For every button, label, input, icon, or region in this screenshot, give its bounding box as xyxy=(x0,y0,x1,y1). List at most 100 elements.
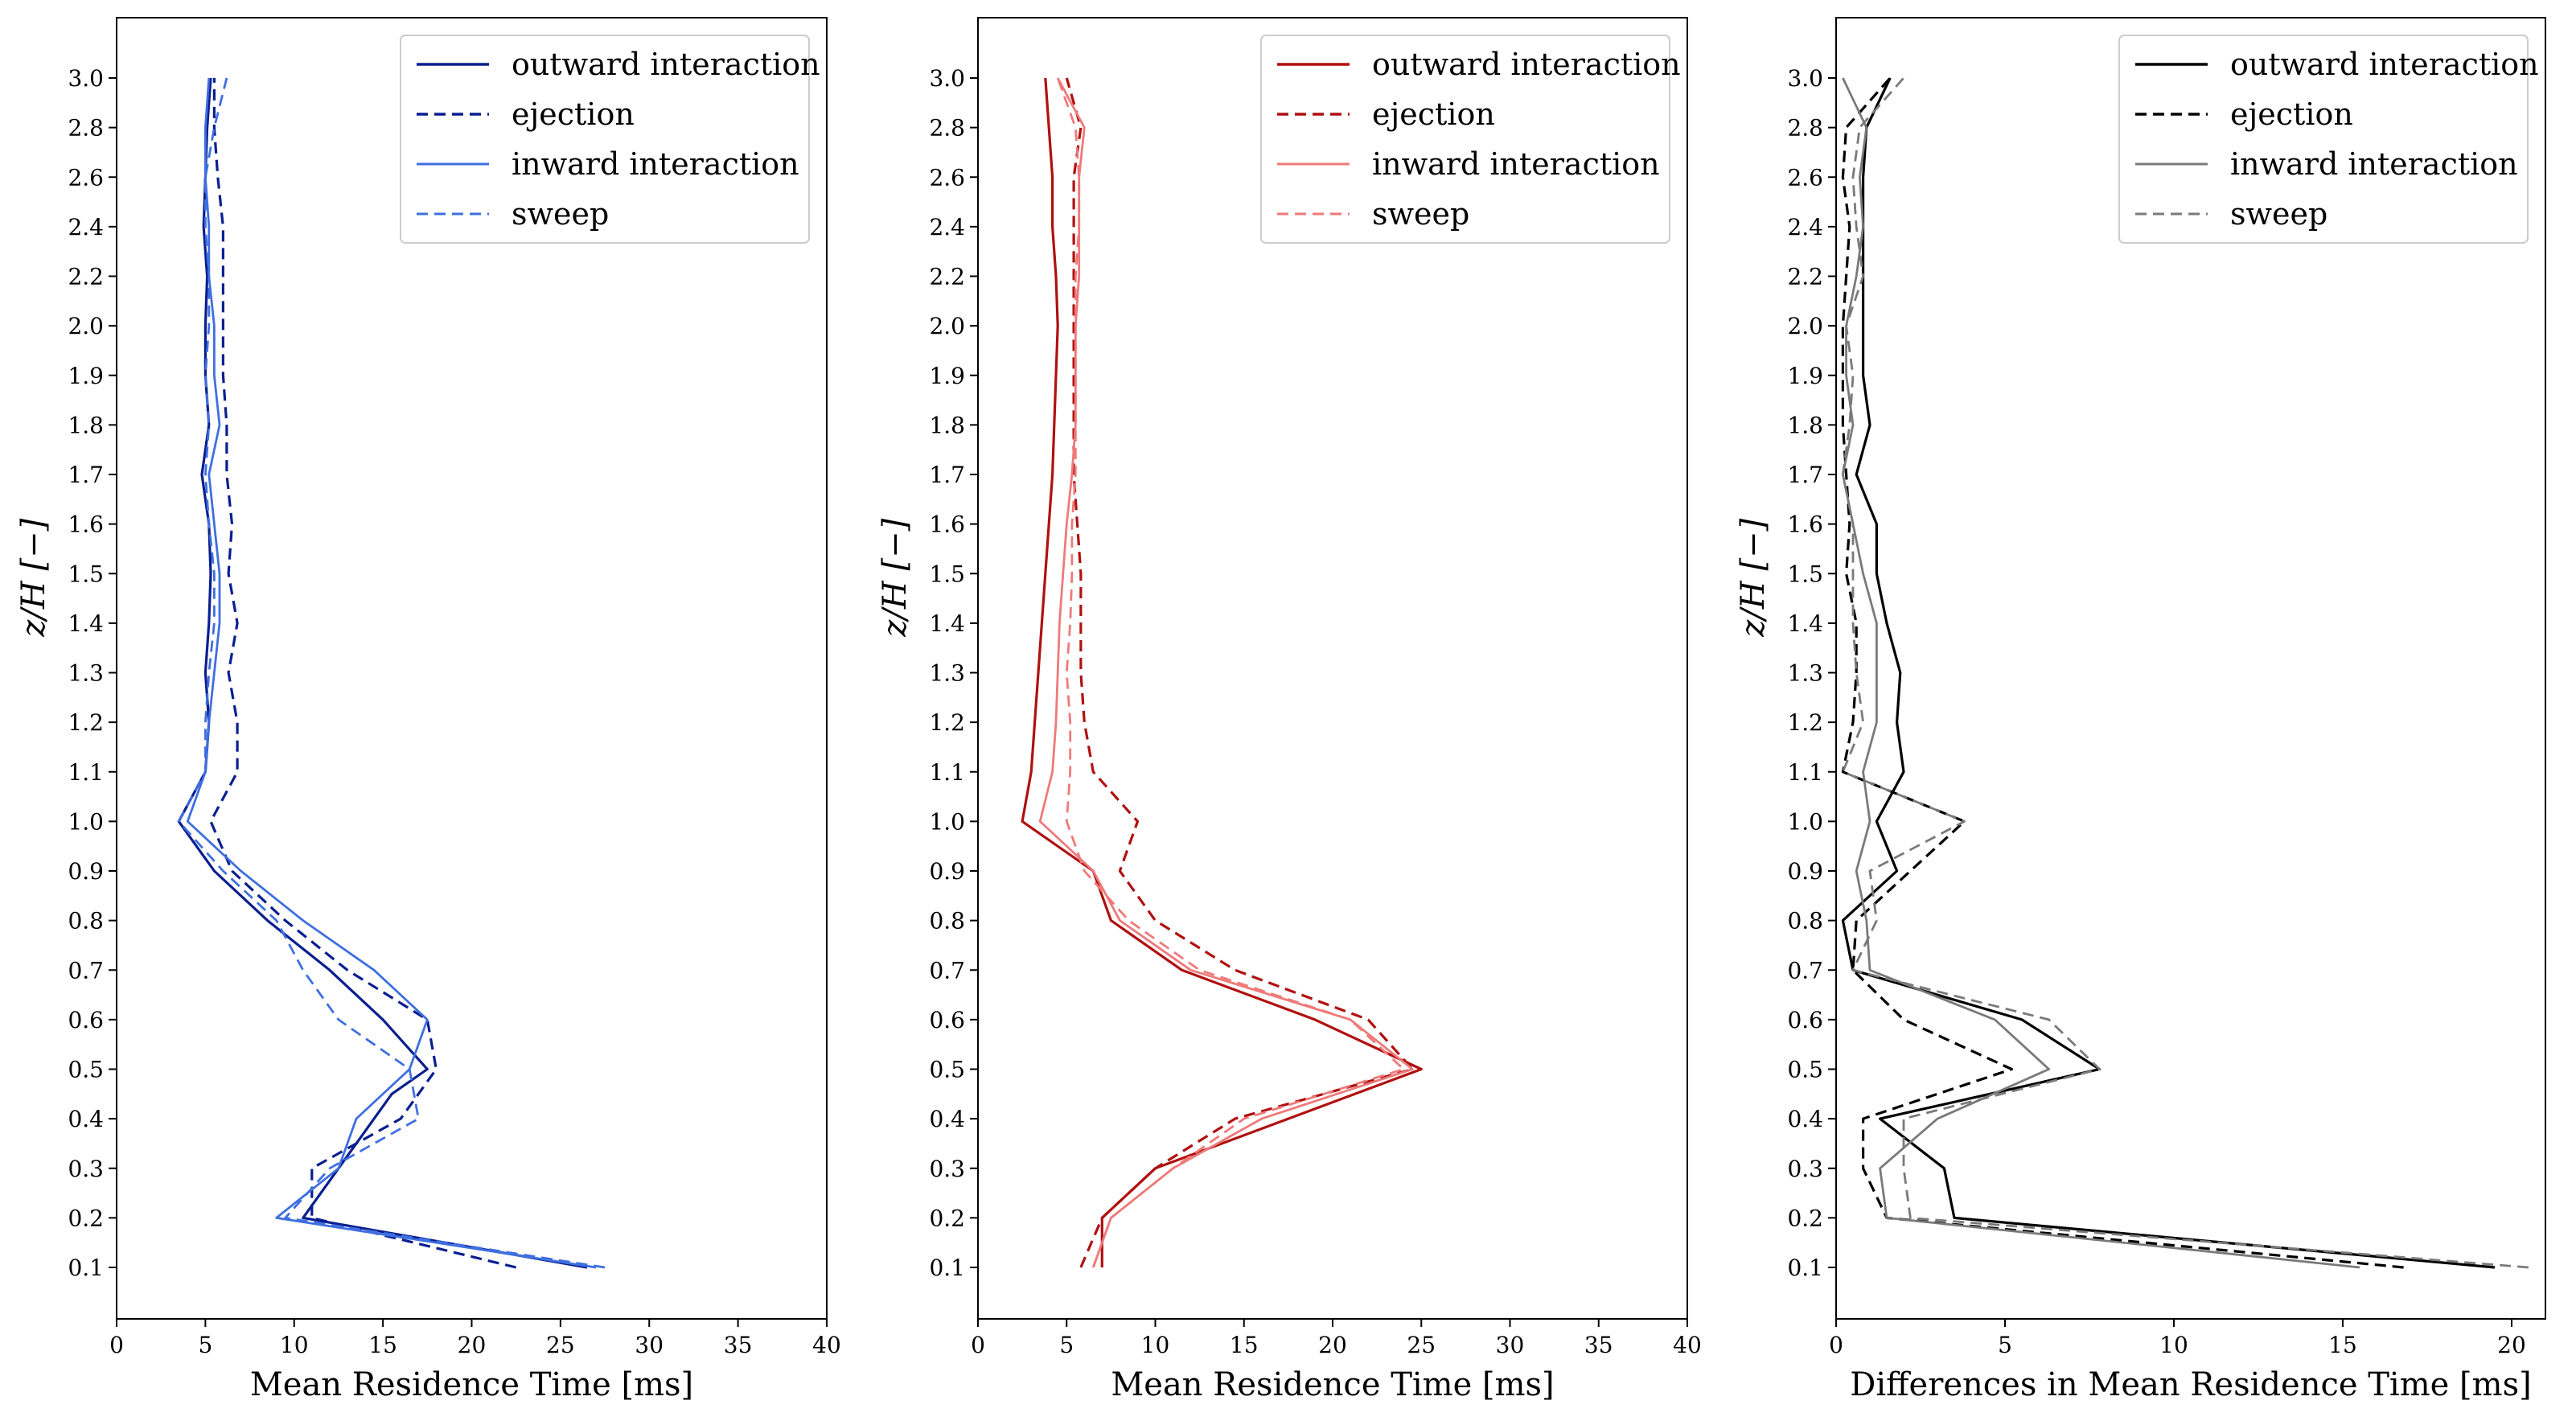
x-tick-label: 0 xyxy=(971,1332,985,1358)
legend-box xyxy=(1260,35,1670,244)
y-tick-label: 1.7 xyxy=(68,462,104,488)
y-tick-label: 0.7 xyxy=(68,957,104,984)
y-tick-label: 1.4 xyxy=(1787,610,1823,637)
y-tick-label: 0.9 xyxy=(68,858,104,885)
x-tick-label: 30 xyxy=(1496,1332,1525,1358)
x-tick-label: 5 xyxy=(1998,1332,2012,1358)
y-tick-label: 2.0 xyxy=(68,313,104,339)
x-tick-label: 10 xyxy=(2159,1332,2188,1358)
y-tick-label: 1.6 xyxy=(1787,511,1823,538)
legend-label: inward interaction xyxy=(1372,146,1660,182)
legend-label: inward interaction xyxy=(512,146,799,182)
y-tick-label: 0.5 xyxy=(68,1057,104,1083)
y-tick-label: 1.2 xyxy=(929,709,965,736)
x-tick-label: 25 xyxy=(546,1332,575,1358)
y-tick-label: 2.4 xyxy=(1787,214,1823,240)
y-tick-label: 0.6 xyxy=(68,1007,104,1033)
x-tick-label: 15 xyxy=(1230,1332,1259,1358)
legend-box xyxy=(2118,35,2529,244)
legend-label: sweep xyxy=(1372,196,1469,232)
y-tick-label: 0.7 xyxy=(1787,957,1823,984)
y-tick-label: 2.2 xyxy=(68,264,104,290)
x-tick-label: 5 xyxy=(1059,1332,1074,1358)
y-tick-label: 1.3 xyxy=(929,660,965,687)
y-tick-label: 1.2 xyxy=(68,709,104,736)
chart-panel-1: 0 5 10 15 20 25 30 35 40 0.1 0.2 0.3 0.4 0.5 0.6 0.7 0.8… xyxy=(15,17,841,1403)
series-line-inward xyxy=(186,77,597,1269)
y-tick-label: 0.6 xyxy=(929,1007,965,1033)
y-tick-label: 2.0 xyxy=(929,313,965,339)
series-line-ejection xyxy=(1841,76,2404,1269)
x-tick-label: 0 xyxy=(109,1332,124,1358)
y-tick-label: 0.4 xyxy=(68,1106,104,1132)
y-tick-label: 1.5 xyxy=(929,561,965,587)
y-tick-label: 1.9 xyxy=(1787,363,1823,389)
y-tick-label: 0.1 xyxy=(68,1255,104,1281)
y-tick-label: 1.0 xyxy=(1787,808,1823,835)
y-tick-label: 1.9 xyxy=(929,363,965,389)
x-tick-label: 20 xyxy=(1318,1332,1347,1358)
y-tick-label: 1.4 xyxy=(929,610,965,637)
chart-panel-3: 0 5 10 15 20 0.1 0.2 0.3 0.4 0.5 0.6 0.7 0.8 0.9 1.0 1.… xyxy=(1735,17,2546,1403)
y-tick-label: 0.4 xyxy=(929,1106,965,1132)
y-tick-label: 2.6 xyxy=(68,164,104,191)
x-tick-label: 10 xyxy=(1141,1332,1170,1358)
legend: outward interaction ejection inward intera… xyxy=(2118,35,2539,244)
y-tick-label: 3.0 xyxy=(1787,65,1823,92)
x-tick-label: 20 xyxy=(458,1332,487,1358)
y-tick-label: 1.4 xyxy=(68,610,104,637)
plot-frame xyxy=(1835,17,2546,1320)
x-tick-label: 20 xyxy=(2497,1332,2526,1358)
y-tick-label: 0.3 xyxy=(1787,1156,1823,1182)
y-tick-label: 1.9 xyxy=(68,363,104,389)
y-tick-label: 1.8 xyxy=(929,412,965,438)
y-tick-label: 0.7 xyxy=(929,957,965,984)
legend-label: ejection xyxy=(512,97,635,132)
y-tick-label: 0.2 xyxy=(68,1205,104,1231)
series-line-sweep xyxy=(1056,77,1405,1268)
series-line-ejection xyxy=(209,78,517,1269)
y-axis-label: z/H [−] xyxy=(877,518,914,637)
y-tick-label: 2.6 xyxy=(929,164,965,191)
chart-panel-2: 0 5 10 15 20 25 30 35 40 0.1 0.2 0.3 0.4 0.5 0.6 0.7 0.8… xyxy=(877,17,1702,1403)
x-tick-label: 5 xyxy=(198,1332,212,1358)
y-tick-label: 1.1 xyxy=(68,759,104,786)
y-tick-label: 0.5 xyxy=(1787,1057,1823,1083)
y-tick-label: 0.2 xyxy=(929,1205,965,1231)
legend-label: outward interaction xyxy=(2230,47,2539,82)
legend-label: outward interaction xyxy=(512,47,820,82)
y-tick-label: 2.2 xyxy=(929,264,965,290)
x-tick-label: 15 xyxy=(368,1332,397,1358)
y-tick-label: 0.8 xyxy=(1787,908,1823,934)
legend-label: inward interaction xyxy=(2230,146,2518,182)
y-tick-label: 1.3 xyxy=(1787,660,1823,687)
legend-label: ejection xyxy=(1372,97,1495,132)
y-tick-label: 0.8 xyxy=(929,908,965,934)
y-tick-label: 3.0 xyxy=(929,65,965,92)
y-tick-label: 1.1 xyxy=(1787,759,1823,786)
legend-label: sweep xyxy=(512,196,609,232)
y-tick-label: 0.4 xyxy=(1787,1106,1823,1132)
x-tick-label: 30 xyxy=(635,1332,664,1358)
series-line-outward xyxy=(1021,77,1423,1267)
legend-label: ejection xyxy=(2230,97,2353,132)
x-axis-label: Differences in Mean Residence Time [ms] xyxy=(1850,1366,2531,1403)
y-tick-label: 2.4 xyxy=(68,214,104,240)
series-line-ejection xyxy=(1065,77,1414,1268)
series-line-inward xyxy=(1038,77,1414,1268)
legend-label: outward interaction xyxy=(1372,47,1681,82)
y-tick-label: 2.8 xyxy=(68,115,104,142)
y-tick-label: 1.7 xyxy=(929,462,965,488)
legend: outward interaction ejection inward intera… xyxy=(1260,35,1681,244)
y-axis-label: z/H [−] xyxy=(15,518,52,637)
y-tick-label: 2.8 xyxy=(1787,115,1823,142)
y-tick-label: 1.7 xyxy=(1787,462,1823,488)
x-tick-label: 35 xyxy=(1584,1332,1613,1358)
y-tick-label: 1.3 xyxy=(68,660,104,687)
x-axis-label: Mean Residence Time [ms] xyxy=(1111,1366,1554,1403)
x-tick-label: 25 xyxy=(1407,1332,1436,1358)
x-tick-label: 15 xyxy=(2328,1332,2357,1358)
y-tick-label: 1.8 xyxy=(1787,412,1823,438)
y-tick-label: 0.8 xyxy=(68,908,104,934)
